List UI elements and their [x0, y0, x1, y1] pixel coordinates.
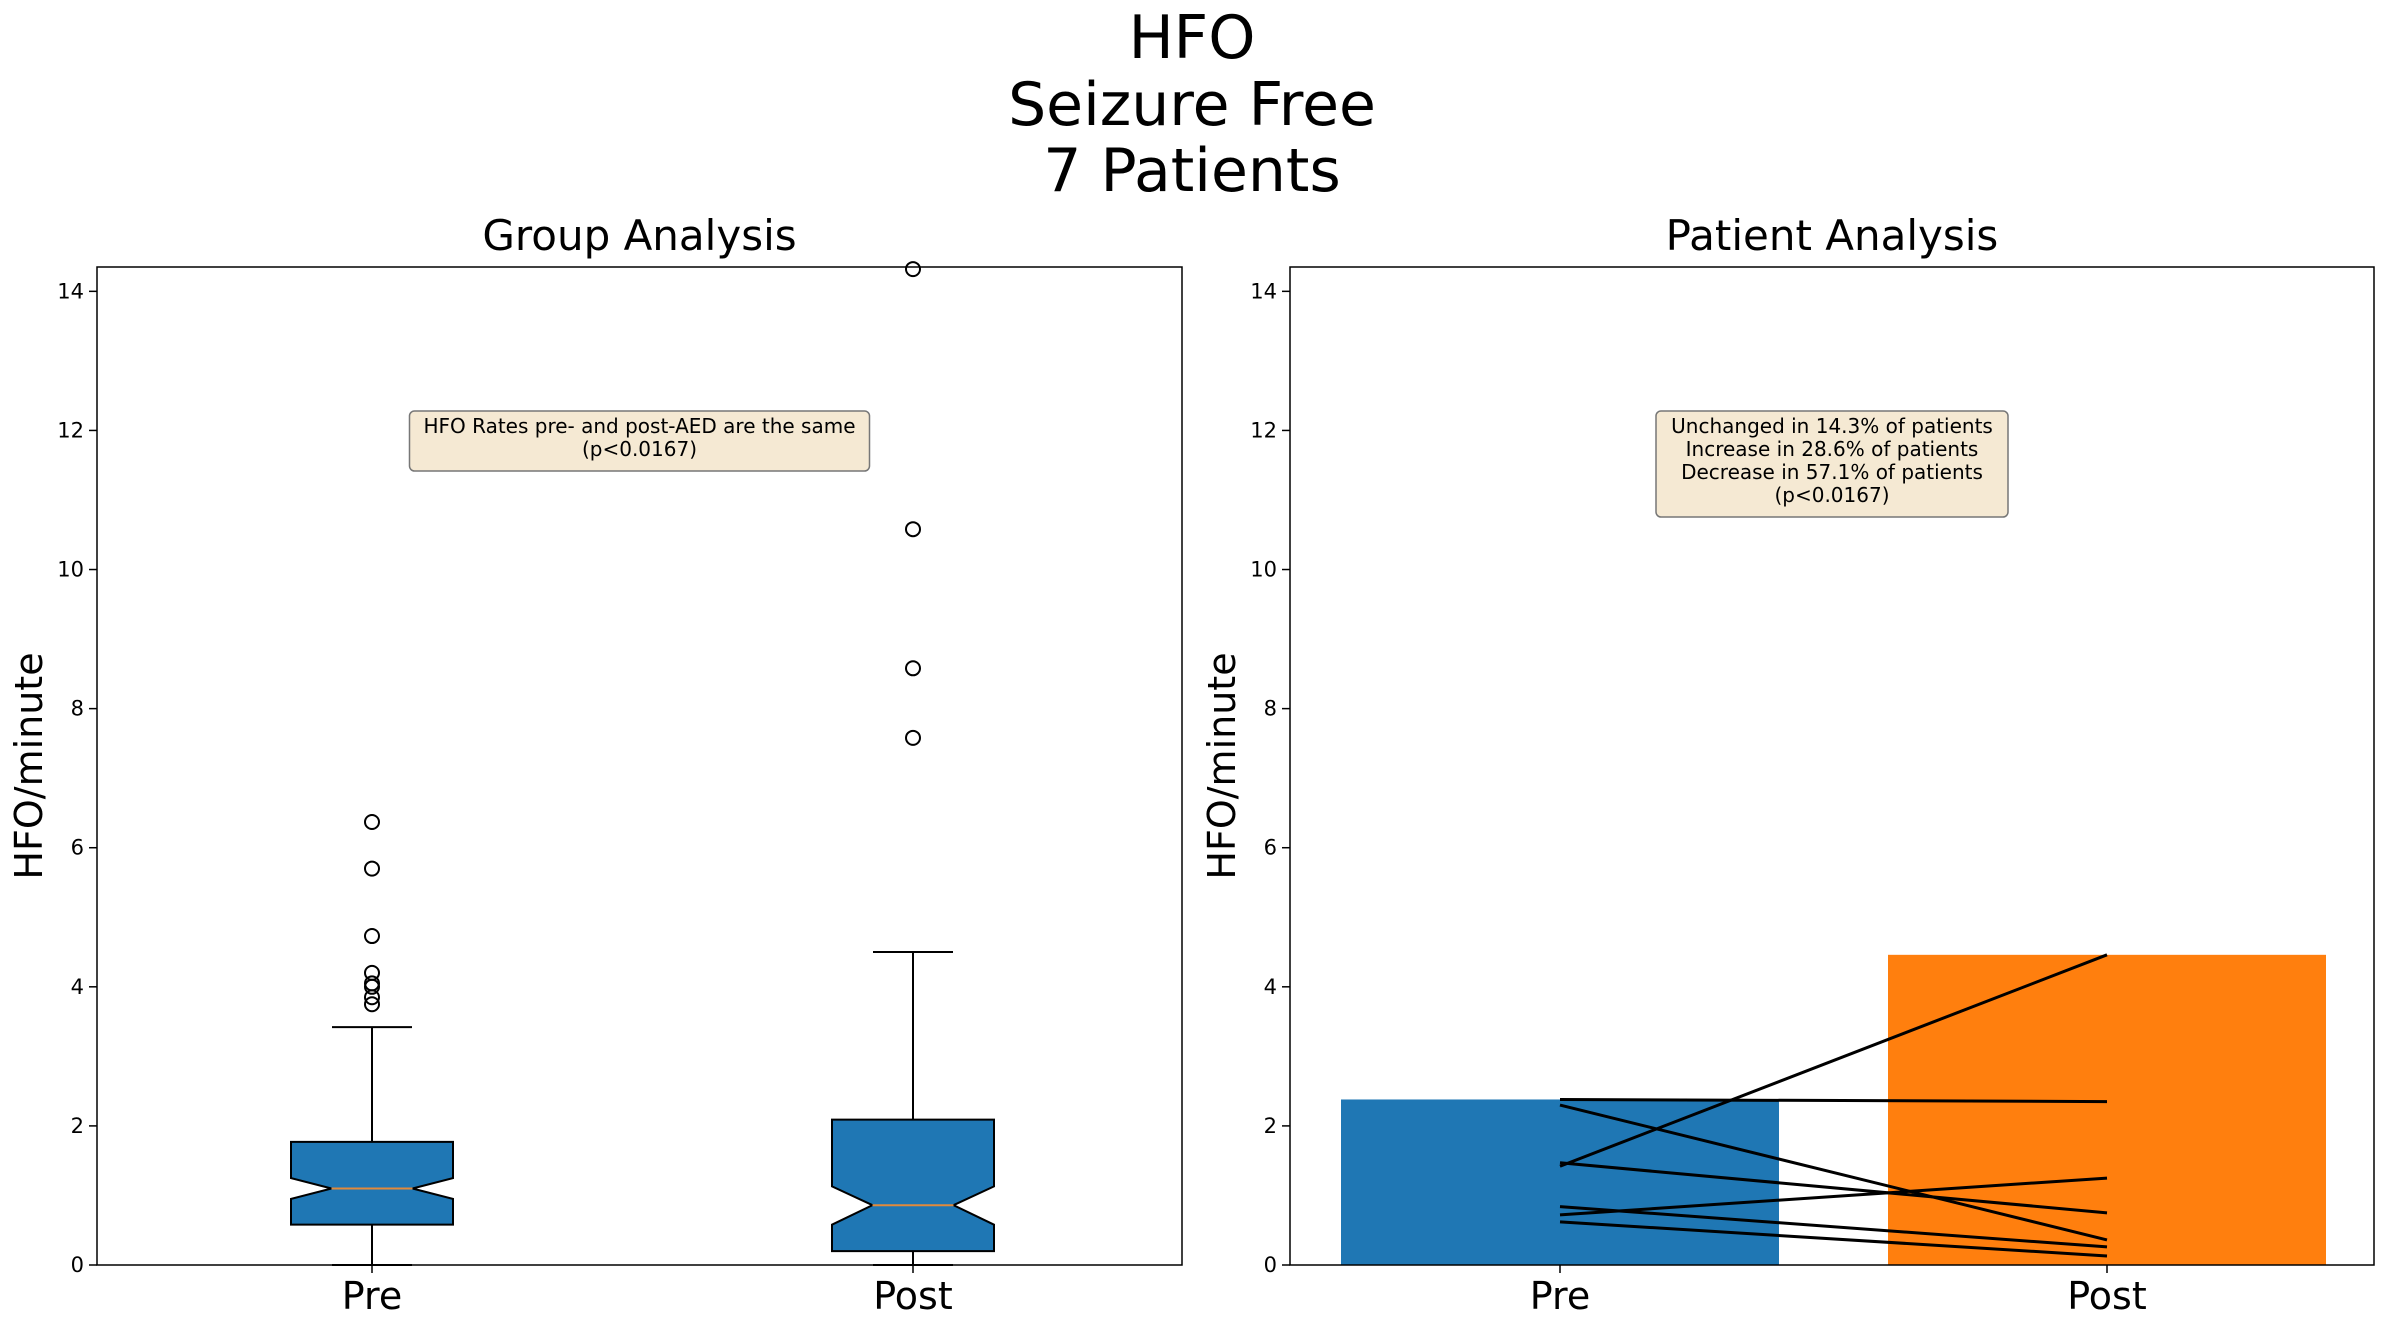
patient-annotation-line: Unchanged in 14.3% of patients	[1671, 414, 1993, 438]
patient-line	[1559, 1103, 2108, 1242]
patient-title: Patient Analysis	[1666, 211, 1999, 260]
patient-line	[1559, 1161, 2108, 1215]
patient-xtick-label: Pre	[1530, 1274, 1590, 1318]
group-ylabel: HFO/minute	[7, 652, 51, 879]
group-xtick-label: Post	[873, 1274, 953, 1318]
group-ytick-label: 14	[57, 279, 84, 303]
patient-ytick-label: 14	[1250, 279, 1277, 303]
patient-line	[1559, 1220, 2108, 1258]
patient-annotation-line: Decrease in 57.1% of patients	[1681, 460, 1983, 484]
patient-annotation-box	[1655, 410, 2009, 518]
group-ytick-label: 12	[57, 418, 84, 442]
outlier-point	[364, 964, 380, 981]
bar-post	[1888, 954, 2326, 1265]
patient-ytick-label: 6	[1264, 836, 1277, 860]
patient-ytick-label: 0	[1264, 1253, 1277, 1277]
patient-annotation-line: Increase in 28.6% of patients	[1686, 437, 1979, 461]
group-ytick-label: 2	[71, 1114, 84, 1138]
group-annotation-box	[408, 410, 871, 472]
group-ytick-label: 6	[71, 836, 84, 860]
suptitle-line-2: Seizure Free	[1008, 70, 1376, 140]
patient-analysis-chart: Patient Analysis HFO/minute 0 2 4 6 8 10 12 14 Pre…	[1200, 211, 2375, 1318]
patient-line	[1559, 1176, 2108, 1217]
outlier-point	[364, 996, 380, 1013]
patient-line	[1559, 1205, 2108, 1249]
group-ytick-label: 0	[71, 1253, 84, 1277]
group-title: Group Analysis	[482, 211, 796, 260]
patient-line	[1559, 953, 2108, 1168]
group-annotation: HFO Rates pre- and post-AED are the same…	[408, 410, 871, 472]
patient-ytick-label: 12	[1250, 418, 1277, 442]
outlier-point	[364, 860, 380, 877]
suptitle-line-3: 7 Patients	[1043, 136, 1340, 206]
outlier-point	[905, 729, 921, 746]
patient-ytick-label: 2	[1264, 1114, 1277, 1138]
patient-xtick-label: Post	[2067, 1274, 2147, 1318]
suptitle-line-1: HFO	[1129, 3, 1256, 73]
patient-axes-frame	[1289, 266, 2375, 1266]
group-axes-frame	[96, 266, 1183, 1266]
outlier-point	[364, 928, 380, 945]
group-ytick-label: 4	[71, 975, 84, 999]
patient-ylabel: HFO/minute	[1200, 652, 1244, 879]
patient-ytick-label: 8	[1264, 697, 1277, 721]
group-ytick-label: 10	[57, 558, 84, 582]
group-xtick-label: Pre	[342, 1274, 402, 1318]
patient-ytick-label: 4	[1264, 975, 1277, 999]
outlier-point	[364, 975, 380, 992]
patient-line	[1559, 1097, 2108, 1104]
bar-pre	[1341, 1099, 1779, 1265]
outlier-point	[905, 521, 921, 538]
group-analysis-chart: Group Analysis HFO/minute 0 2 4 6 8 10 12 14 Pre Po…	[7, 211, 1183, 1318]
group-annotation-line: (p<0.0167)	[582, 437, 697, 461]
box-pre	[290, 1140, 454, 1226]
box-post	[831, 1118, 995, 1253]
outlier-point	[364, 813, 380, 830]
outlier-point	[905, 261, 921, 278]
outlier-point	[905, 660, 921, 677]
group-ytick-label: 8	[71, 697, 84, 721]
patient-annotation-line: (p<0.0167)	[1774, 483, 1889, 507]
patient-ytick-label: 10	[1250, 558, 1277, 582]
group-annotation-line: HFO Rates pre- and post-AED are the same	[423, 414, 855, 438]
